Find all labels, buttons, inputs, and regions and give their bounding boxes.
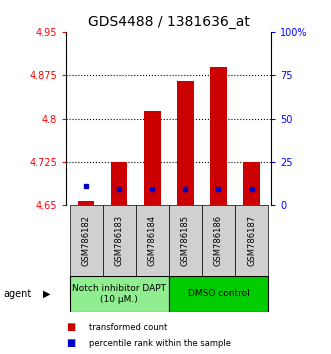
Text: Notch inhibitor DAPT
(10 μM.): Notch inhibitor DAPT (10 μM.): [72, 284, 166, 303]
Bar: [78, 201, 94, 205]
Text: DMSO control: DMSO control: [188, 289, 249, 298]
Text: ■: ■: [66, 338, 75, 348]
Bar: [243, 162, 260, 205]
Bar: [111, 162, 127, 205]
Text: percentile rank within the sample: percentile rank within the sample: [89, 339, 231, 348]
Bar: [235, 205, 268, 276]
Bar: [144, 111, 161, 205]
Text: agent: agent: [3, 289, 31, 299]
Text: ▶: ▶: [43, 289, 51, 299]
Text: GSM786182: GSM786182: [81, 215, 91, 266]
Text: ■: ■: [66, 322, 75, 332]
Bar: [169, 276, 268, 312]
Bar: [136, 205, 169, 276]
Text: GSM786185: GSM786185: [181, 215, 190, 266]
Bar: [70, 276, 169, 312]
Bar: [103, 205, 136, 276]
Bar: [169, 205, 202, 276]
Bar: [177, 81, 194, 205]
Text: GSM786184: GSM786184: [148, 215, 157, 266]
Text: GSM786187: GSM786187: [247, 215, 256, 266]
Bar: [202, 205, 235, 276]
Bar: [210, 67, 227, 205]
Text: transformed count: transformed count: [89, 323, 167, 332]
Text: GSM786186: GSM786186: [214, 215, 223, 266]
Title: GDS4488 / 1381636_at: GDS4488 / 1381636_at: [88, 16, 250, 29]
Bar: [70, 205, 103, 276]
Text: GSM786183: GSM786183: [115, 215, 124, 266]
